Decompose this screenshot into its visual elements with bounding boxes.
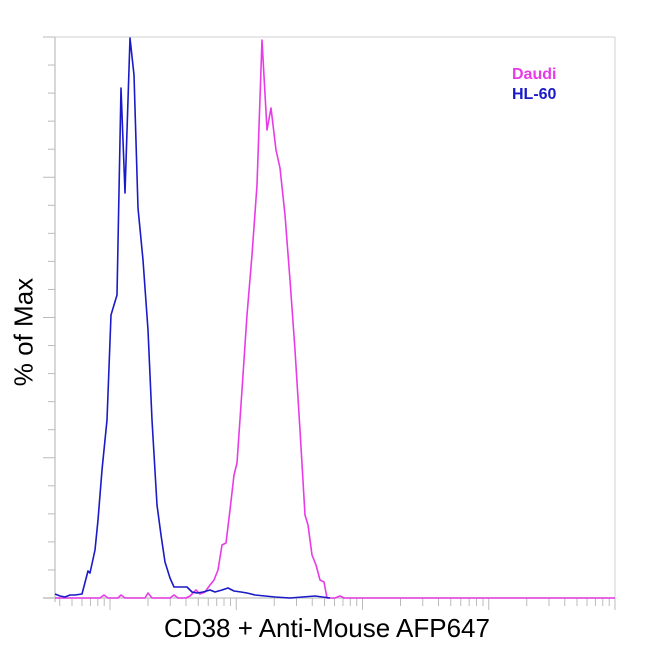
y-axis-title: % of Max [8, 277, 39, 387]
legend-item-hl60: HL-60 [512, 86, 557, 103]
series-line-daudi [55, 39, 615, 599]
legend: Daudi HL-60 [512, 65, 556, 105]
series-line-hl60 [54, 37, 331, 599]
x-axis-title: CD38 + Anti-Mouse AFP647 [164, 613, 490, 643]
legend-item-daudi: Daudi [512, 66, 557, 83]
